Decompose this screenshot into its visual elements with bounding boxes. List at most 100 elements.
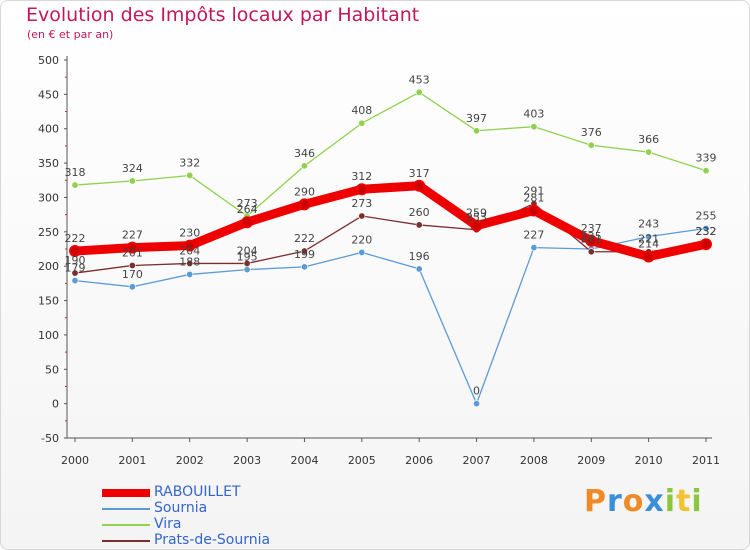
- data-label: 227: [122, 229, 143, 242]
- data-label: 376: [581, 126, 602, 139]
- y-tick-label: 500: [38, 54, 59, 67]
- data-label: 190: [65, 254, 86, 267]
- series-line-prats-de-sournia: [74, 202, 707, 274]
- data-label: 221: [638, 233, 659, 246]
- x-tick-label: 2008: [520, 454, 548, 467]
- data-point: [186, 171, 194, 179]
- data-label: 195: [237, 251, 258, 264]
- x-tick-label: 2002: [176, 454, 204, 467]
- logo-letter: o: [622, 484, 645, 519]
- data-point: [473, 127, 481, 135]
- data-label: 403: [523, 108, 544, 121]
- series-line-vira: [74, 91, 707, 217]
- x-tick-label: 2009: [577, 454, 605, 467]
- data-point: [126, 241, 139, 254]
- legend-swatch: [102, 524, 150, 526]
- x-tick-label: 2003: [233, 454, 261, 467]
- data-label: 332: [179, 156, 200, 169]
- data-label: 273: [351, 197, 372, 210]
- y-tick-label: 200: [38, 260, 59, 273]
- data-point: [355, 183, 368, 196]
- data-point: [642, 250, 655, 263]
- data-label: 453: [409, 73, 430, 86]
- data-label: 222: [294, 232, 315, 245]
- data-label: 259: [466, 207, 487, 220]
- y-tick-label: 450: [38, 88, 59, 101]
- data-point: [645, 148, 653, 156]
- data-point: [243, 266, 251, 274]
- data-label: 255: [696, 209, 717, 222]
- data-label: 196: [409, 250, 430, 263]
- data-point: [415, 88, 423, 96]
- y-tick-label: 400: [38, 123, 59, 136]
- x-tick-label: 2010: [635, 454, 663, 467]
- logo-letter: t: [676, 484, 692, 519]
- y-tick-label: -50: [41, 432, 59, 445]
- data-label: 232: [696, 225, 717, 238]
- data-label: 318: [65, 166, 86, 179]
- data-point: [69, 245, 81, 258]
- legend-swatch: [102, 489, 150, 497]
- data-point: [128, 283, 136, 291]
- data-label: 232: [696, 225, 717, 238]
- data-label: 204: [179, 244, 200, 257]
- y-tick-label: 350: [38, 157, 59, 170]
- data-label: 201: [122, 246, 143, 259]
- data-point: [241, 216, 254, 229]
- data-label: 366: [638, 133, 659, 146]
- data-label: 264: [237, 203, 258, 216]
- data-label: 273: [237, 197, 258, 210]
- data-label: 170: [122, 268, 143, 281]
- data-point: [243, 259, 251, 267]
- y-tick-label: 50: [45, 363, 59, 376]
- data-point: [298, 198, 311, 211]
- data-label: 237: [581, 222, 602, 235]
- x-tick-label: 2005: [348, 454, 376, 467]
- data-point: [186, 270, 194, 278]
- data-point: [71, 181, 79, 189]
- data-point: [700, 238, 712, 251]
- data-label: 225: [581, 230, 602, 243]
- data-point: [702, 224, 710, 232]
- data-point: [413, 179, 426, 192]
- data-label: 253: [466, 211, 487, 224]
- data-label: 230: [179, 227, 200, 240]
- x-tick-label: 2001: [118, 454, 146, 467]
- y-tick-label: 100: [38, 329, 59, 342]
- data-point: [530, 244, 538, 252]
- series-line-sournia: [74, 227, 707, 405]
- data-point: [71, 277, 79, 285]
- logo-letter: P: [584, 484, 607, 519]
- logo-letter: i: [664, 484, 677, 519]
- chart-title: Evolution des Impôts locaux par Habitant: [26, 4, 420, 26]
- data-label: 199: [294, 248, 315, 261]
- data-label: 204: [237, 244, 258, 257]
- data-label: 188: [179, 255, 200, 268]
- proxiti-logo: Proxiti: [584, 484, 703, 519]
- y-tick-label: 0: [52, 398, 59, 411]
- x-tick-label: 2006: [405, 454, 433, 467]
- legend-swatch: [102, 540, 150, 542]
- legend-label: Sournia: [154, 500, 208, 516]
- data-label: 0: [473, 385, 480, 398]
- x-tick-label: 2004: [290, 454, 318, 467]
- data-label: 179: [65, 262, 86, 275]
- legend-swatch: [102, 508, 150, 510]
- data-label: 227: [523, 229, 544, 242]
- logo-letter: i: [691, 484, 703, 519]
- chart-subtitle: (en € et par an): [27, 28, 114, 41]
- data-point: [645, 233, 653, 241]
- data-point: [128, 261, 136, 269]
- data-label: 312: [351, 170, 372, 183]
- y-tick-label: 300: [38, 191, 59, 204]
- logo-letter: r: [607, 484, 623, 519]
- data-point: [470, 219, 483, 232]
- data-point: [358, 119, 366, 127]
- data-point: [415, 265, 423, 273]
- data-point: [128, 177, 136, 185]
- data-point: [358, 212, 366, 220]
- data-label: 317: [409, 167, 430, 180]
- series-line-rabouillet: [70, 181, 711, 262]
